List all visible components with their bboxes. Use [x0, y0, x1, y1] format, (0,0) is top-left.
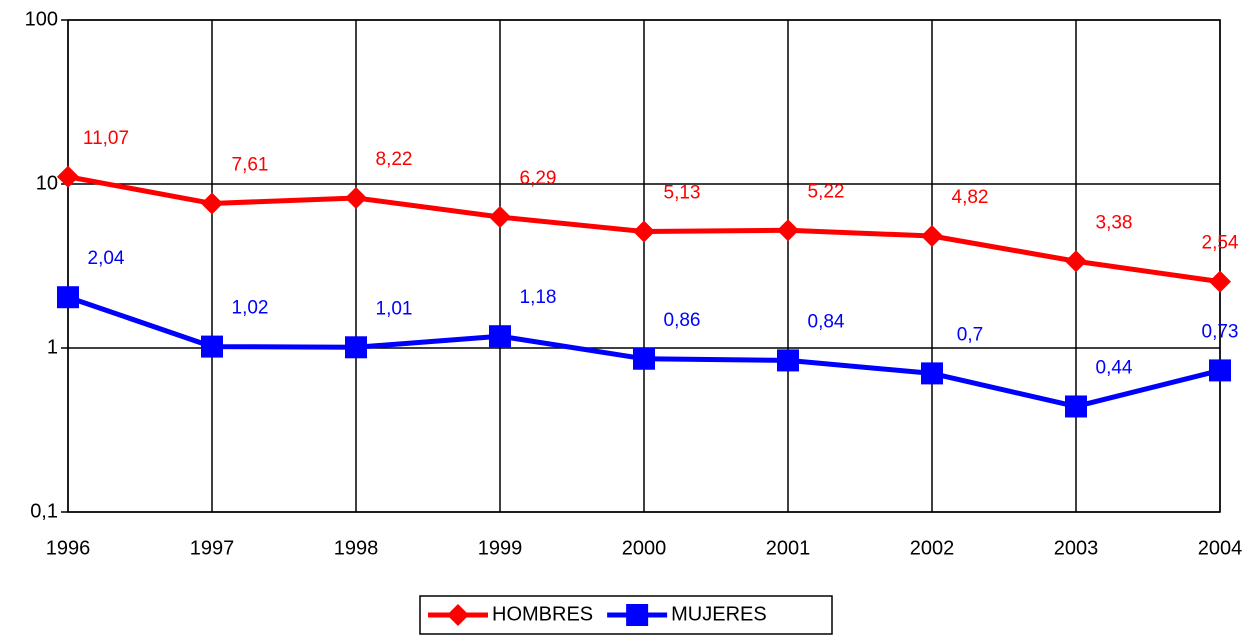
marker: [626, 604, 649, 626]
marker: [57, 286, 79, 309]
data-label: 0,84: [808, 311, 845, 332]
data-label: 0,44: [1096, 357, 1133, 378]
marker: [777, 349, 799, 372]
marker: [201, 192, 223, 215]
data-label: 8,22: [376, 149, 413, 170]
marker: [921, 362, 943, 385]
marker: [345, 186, 367, 209]
x-tick-label: 1999: [478, 537, 523, 559]
marker: [345, 336, 367, 359]
marker: [489, 206, 511, 229]
marker: [1065, 395, 1087, 418]
marker: [633, 220, 655, 243]
data-label: 0,86: [664, 310, 701, 331]
y-tick-label: 1: [47, 336, 58, 358]
data-label: 0,73: [1202, 321, 1239, 342]
data-label: 0,7: [957, 324, 983, 345]
y-tick-label: 0,1: [30, 500, 58, 522]
marker: [1209, 270, 1231, 293]
data-label: 5,13: [664, 183, 701, 204]
marker: [1065, 250, 1087, 273]
x-tick-label: 1997: [190, 537, 235, 559]
data-label: 7,61: [232, 154, 269, 175]
data-label: 1,01: [376, 298, 413, 319]
data-label: 4,82: [952, 187, 989, 208]
plot-frame: [67, 19, 1221, 513]
data-label: 2,04: [88, 248, 125, 269]
data-label: 11,07: [83, 128, 129, 149]
marker: [777, 219, 799, 242]
x-tick-label: 2002: [910, 537, 955, 559]
x-tick-label: 2000: [622, 537, 667, 559]
x-tick-label: 2003: [1054, 537, 1099, 559]
marker: [921, 224, 943, 247]
data-label: 1,02: [232, 298, 269, 319]
marker: [201, 335, 223, 358]
y-tick-label: 10: [36, 172, 58, 194]
data-label: 2,54: [1202, 233, 1239, 254]
x-tick-label: 1998: [334, 537, 379, 559]
marker: [1209, 359, 1231, 382]
x-tick-label: 2004: [1198, 537, 1243, 559]
data-label: 1,18: [520, 287, 557, 308]
data-label: 3,38: [1096, 212, 1133, 233]
marker: [57, 165, 79, 188]
marker: [489, 325, 511, 348]
data-label: 6,29: [520, 168, 557, 189]
y-tick-label: 100: [25, 8, 58, 30]
legend-label: MUJERES: [671, 603, 767, 625]
legend-label: HOMBRES: [492, 603, 593, 625]
marker: [447, 604, 469, 626]
x-tick-label: 1996: [46, 537, 91, 559]
data-label: 5,22: [808, 181, 845, 202]
marker: [633, 347, 655, 370]
x-tick-label: 2001: [766, 537, 811, 559]
